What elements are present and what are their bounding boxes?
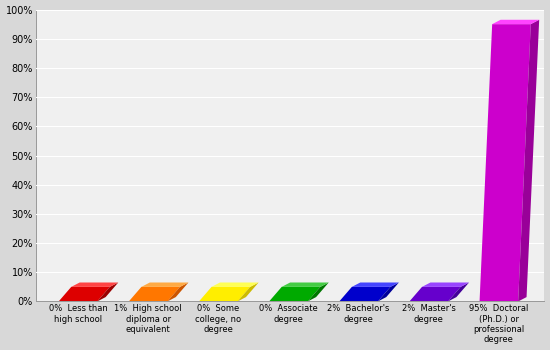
Polygon shape [492,20,539,24]
Polygon shape [409,287,460,301]
Polygon shape [167,282,189,301]
Polygon shape [339,287,390,301]
Polygon shape [480,24,531,301]
Polygon shape [97,282,118,301]
Polygon shape [269,287,320,301]
Polygon shape [199,287,250,301]
Polygon shape [141,282,189,287]
Polygon shape [129,287,180,301]
Polygon shape [518,20,539,301]
Polygon shape [72,282,118,287]
Polygon shape [59,287,110,301]
Polygon shape [378,282,399,301]
Polygon shape [238,282,258,301]
Polygon shape [307,282,329,301]
Polygon shape [212,282,258,287]
Polygon shape [422,282,469,287]
Polygon shape [448,282,469,301]
Polygon shape [352,282,399,287]
Polygon shape [282,282,329,287]
